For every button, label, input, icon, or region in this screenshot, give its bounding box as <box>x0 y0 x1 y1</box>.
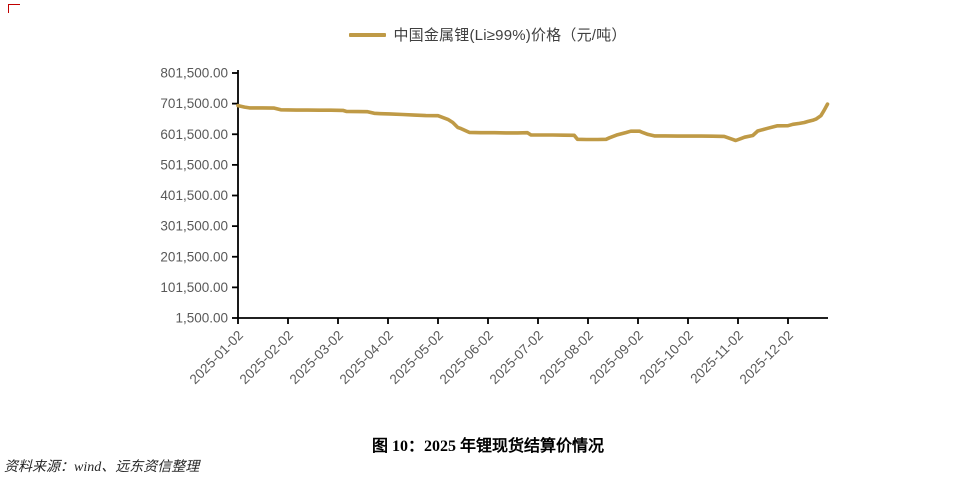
figure-caption: 图 10：2025 年锂现货结算价情况 <box>371 438 604 455</box>
data-source-note: 资料来源：wind、远东资信整理 <box>4 460 200 475</box>
y-tick-label: 501,500.00 <box>160 157 228 172</box>
x-tick-label: 2025-10-02 <box>637 328 696 387</box>
chart-legend: 中国金属锂(Li≥99%)价格（元/吨） <box>0 24 976 45</box>
price-series-line <box>236 102 830 143</box>
y-tick-label: 801,500.00 <box>160 66 228 81</box>
legend-series-label: 中国金属锂(Li≥99%)价格（元/吨） <box>393 27 627 44</box>
y-tick-label: 201,500.00 <box>160 249 228 264</box>
red-corner-mark <box>8 4 20 13</box>
y-tick-label: 101,500.00 <box>160 280 228 295</box>
legend-line-swatch <box>349 32 387 37</box>
y-tick-label: 401,500.00 <box>160 188 228 203</box>
y-tick-label: 601,500.00 <box>160 127 228 142</box>
chart-canvas: 1,500.00 101,500.00 201,500.00 301,500.00 40… <box>160 66 830 387</box>
y-tick-label: 301,500.00 <box>160 219 228 234</box>
x-tick-label: 2025-12-02 <box>737 328 796 387</box>
y-tick-label: 701,500.00 <box>160 96 228 111</box>
y-tick-label: 1,500.00 <box>175 311 228 326</box>
price-line-chart: 1,500.00 101,500.00 201,500.00 301,500.00 40… <box>160 66 830 387</box>
